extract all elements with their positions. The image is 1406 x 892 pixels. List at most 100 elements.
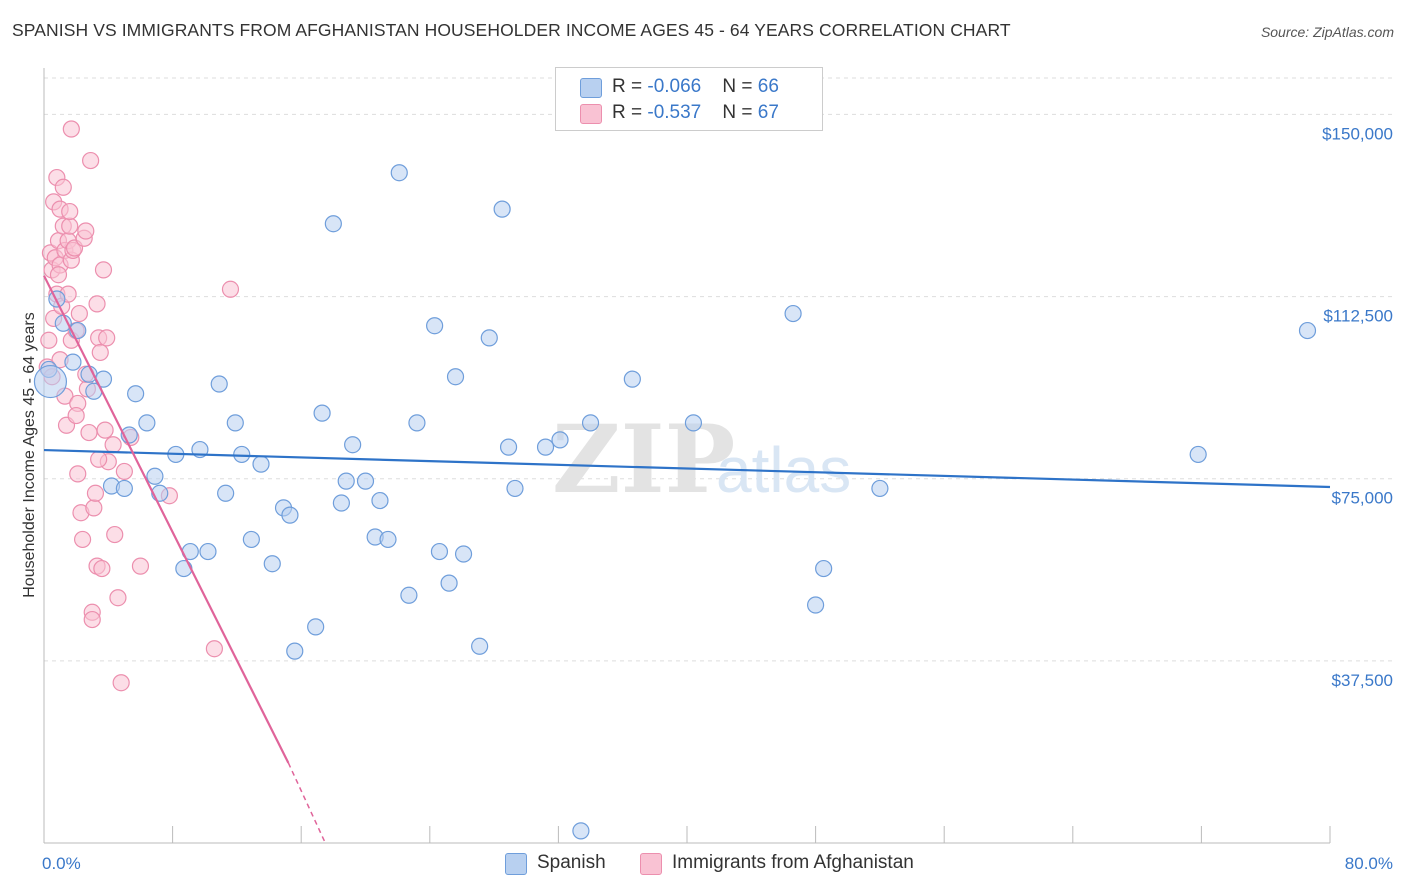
spanish-point: [146, 467, 164, 485]
afghan-point: [93, 559, 111, 578]
n-label: N =: [722, 76, 758, 97]
trend-line-spanish: [43, 448, 1331, 489]
afghan-point: [54, 178, 72, 196]
chart-title: SPANISH VS IMMIGRANTS FROM AFGHANISTAN H…: [12, 20, 1011, 40]
afghan-point: [109, 589, 127, 607]
afghan-point: [73, 530, 92, 549]
spanish-point: [572, 822, 590, 840]
afghan-legend-swatch: [640, 853, 662, 875]
afghan-point: [112, 674, 130, 692]
afghan-point: [88, 295, 106, 313]
afghan-point: [61, 202, 79, 221]
n-value-afghanistan: 67: [757, 102, 779, 123]
spanish-point: [684, 414, 703, 432]
n-value-spanish: 66: [757, 76, 779, 97]
afghan-point: [98, 329, 116, 347]
spanish-point: [493, 200, 511, 218]
spanish-swatch: [580, 78, 602, 98]
spanish-point: [400, 586, 418, 604]
trend-lines: [43, 275, 1331, 844]
spanish-point: [815, 559, 833, 578]
afghan-point: [106, 525, 124, 544]
afghan-point: [61, 217, 79, 235]
y-tick-label: $150,000: [1322, 124, 1393, 143]
spanish-point: [390, 164, 408, 182]
afghan-point: [131, 557, 150, 575]
spanish-point: [252, 455, 270, 473]
spanish-legend-swatch: [505, 853, 527, 875]
afghan-point: [221, 280, 240, 298]
spanish-point: [217, 484, 235, 502]
afghan-point: [49, 266, 68, 284]
spanish-point: [64, 353, 82, 371]
y-tick-labels: $37,500 $75,000 $112,500 $150,000: [1322, 124, 1393, 689]
watermark-zip: ZIP: [552, 405, 735, 515]
correlation-legend: R = -0.066 N = 66 R = -0.537 N = 67: [555, 67, 823, 131]
afghan-point: [82, 151, 100, 170]
spanish-point: [379, 530, 397, 549]
afghan-point: [77, 222, 95, 240]
spanish-point: [286, 642, 304, 660]
afghan-point: [67, 406, 85, 425]
spanish-point: [115, 479, 133, 498]
spanish-point: [281, 506, 299, 524]
spanish-point: [506, 479, 524, 498]
afghan-point: [90, 450, 108, 468]
y-tick-label: $75,000: [1332, 489, 1393, 508]
afghan-point: [80, 423, 98, 442]
gridlines: [44, 77, 1395, 662]
trend-line-extension: [287, 762, 326, 844]
y-tick-label: $37,500: [1332, 671, 1393, 690]
y-axis-label: Householder Income Ages 45 - 64 years: [21, 312, 38, 598]
spanish-point: [210, 375, 228, 393]
spanish-point: [313, 404, 331, 422]
spanish-point: [430, 542, 449, 561]
afghan-point: [115, 462, 133, 481]
spanish-point: [233, 445, 251, 464]
afghan-legend-label: Immigrants from Afghanistan: [672, 852, 914, 873]
spanish-point: [263, 555, 281, 573]
legend-text-spanish: R = -0.066 N = 66: [612, 76, 779, 98]
n-label: N =: [722, 102, 758, 123]
x-tick-label-min: 0.0%: [42, 854, 81, 873]
y-tick-label: $112,500: [1323, 307, 1393, 326]
spanish-point: [581, 414, 600, 432]
spanish-point: [551, 431, 569, 449]
r-value-afghanistan: -0.537: [647, 102, 702, 123]
spanish-point: [356, 472, 375, 490]
spanish-point: [623, 370, 641, 388]
spanish-point: [806, 596, 825, 614]
afghan-point: [86, 484, 105, 502]
spanish-point: [536, 438, 555, 456]
chart-source: Source: ZipAtlas.com: [1260, 24, 1394, 40]
r-value-spanish: -0.066: [647, 76, 702, 97]
afghan-point: [85, 499, 103, 517]
spanish-point: [242, 530, 260, 549]
series-afghanistan: [38, 120, 240, 692]
spanish-point: [1298, 321, 1317, 340]
afghan-point: [69, 465, 87, 483]
axes: [43, 68, 1331, 844]
spanish-point: [784, 304, 802, 323]
spanish-point: [175, 559, 193, 578]
spanish-point: [307, 618, 325, 636]
spanish-point: [1189, 445, 1207, 464]
afghan-point: [83, 610, 101, 629]
spanish-point: [344, 436, 362, 454]
afghan-point: [62, 120, 80, 138]
r-label: R =: [612, 102, 648, 123]
spanish-point: [337, 472, 355, 490]
spanish-point: [127, 385, 145, 403]
spanish-point: [426, 317, 444, 335]
spanish-point: [324, 215, 342, 233]
afghan-point: [70, 304, 88, 323]
trend-line-afghanistan: [43, 275, 290, 764]
spanish-point: [199, 542, 217, 561]
afghan-point: [91, 343, 109, 362]
series-spanish: [33, 164, 1317, 840]
r-label: R =: [612, 76, 648, 97]
afghan-point: [205, 640, 223, 658]
afghan-point: [104, 436, 122, 454]
spanish-point: [33, 364, 68, 399]
